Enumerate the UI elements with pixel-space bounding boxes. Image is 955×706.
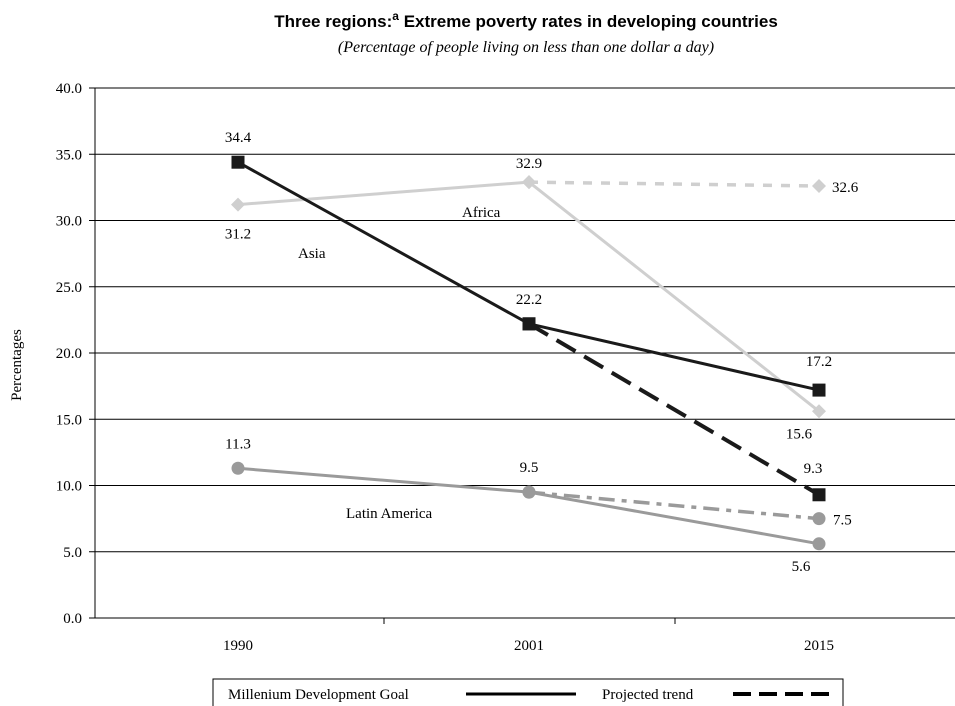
y-tick-label-5: 25.0 xyxy=(56,280,82,296)
legend-label-goal: Millenium Development Goal xyxy=(228,687,409,703)
marker-asia-projected-2015 xyxy=(812,488,826,502)
x-tick-label-1990: 1990 xyxy=(223,638,253,654)
data-label-asia-projected-2015: 9.3 xyxy=(804,461,823,477)
marker-asia-projected-2001 xyxy=(522,317,536,331)
legend-label-projected: Projected trend xyxy=(602,687,694,703)
marker-africa-projected-2015 xyxy=(812,179,826,194)
marker-latin-america-goal-1990 xyxy=(231,461,245,475)
data-label-africa-goal-2001: 32.9 xyxy=(516,156,542,172)
axes xyxy=(89,87,955,624)
data-label-asia-goal-1990: 34.4 xyxy=(225,130,252,146)
series-layer xyxy=(231,155,826,551)
data-label-africa-projected-2015: 32.6 xyxy=(832,180,859,196)
y-tick-label-3: 15.0 xyxy=(56,412,82,428)
marker-africa-goal-1990 xyxy=(231,197,245,212)
marker-latin-america-goal-2015 xyxy=(812,537,826,551)
y-tick-label-8: 40.0 xyxy=(56,81,82,97)
y-tick-label-4: 20.0 xyxy=(56,346,82,362)
chart-title-main: Three regions: xyxy=(274,12,392,31)
region-label-asia: Asia xyxy=(298,246,326,262)
chart-title-rest: Extreme poverty rates in developing coun… xyxy=(399,12,778,31)
y-axis-label: Percentages xyxy=(9,329,25,401)
marker-latin-america-projected-2001 xyxy=(522,485,536,499)
marker-africa-goal-2015 xyxy=(812,404,826,419)
data-label-africa-goal-2015: 15.6 xyxy=(786,426,813,442)
marker-africa-projected-2001 xyxy=(522,175,536,190)
chart-title-superscript: a xyxy=(392,9,399,23)
marker-asia-goal-1990 xyxy=(231,155,245,169)
y-tick-label-6: 30.0 xyxy=(56,214,82,230)
marker-asia-goal-2015 xyxy=(812,383,826,397)
legend: Millenium Development Goal Projected tre… xyxy=(212,678,844,706)
data-label-latin-america-goal-2001: 9.5 xyxy=(520,460,539,476)
series-line-latin-america-goal xyxy=(237,466,820,546)
data-label-asia-goal-2001: 22.2 xyxy=(516,292,542,308)
data-label-latin-america-projected-2015: 7.5 xyxy=(833,513,852,529)
region-labels: Asia Africa Latin America xyxy=(298,205,501,522)
marker-latin-america-projected-2015 xyxy=(812,512,826,526)
data-label-africa-goal-1990: 31.2 xyxy=(225,227,251,243)
x-tick-label-2015: 2015 xyxy=(804,638,834,654)
data-label-latin-america-goal-1990: 11.3 xyxy=(225,436,251,452)
y-tick-label-1: 5.0 xyxy=(63,545,82,561)
data-labels: 34.4 22.2 17.2 9.3 31.2 32.9 15.6 32.6 11.3 9.5 5.… xyxy=(225,130,859,575)
y-tick-label-0: 0.0 xyxy=(63,611,82,627)
chart-subtitle: (Percentage of people living on less tha… xyxy=(338,39,714,56)
series-line-latin-america-projected xyxy=(528,490,820,521)
series-line-africa-projected xyxy=(528,180,820,188)
y-tick-label-2: 10.0 xyxy=(56,479,82,495)
x-tick-label-2001: 2001 xyxy=(514,638,544,654)
region-label-latin-america: Latin America xyxy=(346,506,433,522)
region-label-africa: Africa xyxy=(462,205,501,221)
grid-lines xyxy=(95,87,955,553)
y-tick-label-7: 35.0 xyxy=(56,147,82,163)
chart-title: Three regions:a Extreme poverty rates in… xyxy=(274,9,778,31)
data-label-latin-america-goal-2015: 5.6 xyxy=(792,559,811,575)
tick-labels: 0.0 5.0 10.0 15.0 20.0 25.0 30.0 35.0 40.0 1990 20… xyxy=(56,81,834,654)
data-label-asia-goal-2015: 17.2 xyxy=(806,354,832,370)
series-line-asia-projected xyxy=(527,322,821,497)
